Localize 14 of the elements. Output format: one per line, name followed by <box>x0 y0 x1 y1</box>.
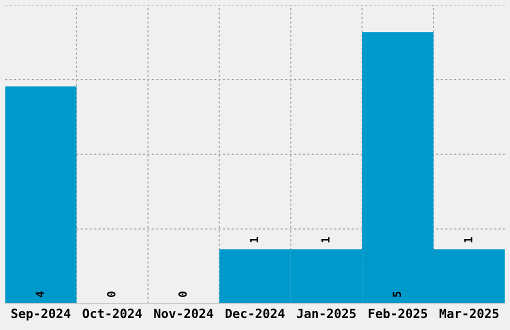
data-label: 1 <box>321 237 330 242</box>
x-tick-label: Oct-2024 <box>82 308 142 318</box>
x-tick-label: Feb-2025 <box>368 308 428 318</box>
data-label: 0 <box>178 292 187 297</box>
x-tick-label: Nov-2024 <box>154 308 214 318</box>
x-tick-label: Sep-2024 <box>11 308 70 321</box>
data-label: 1 <box>250 237 258 242</box>
x-tick-label: Mar-2025 <box>440 308 498 318</box>
data-label: 5 <box>392 292 402 297</box>
data-label: 4 <box>36 291 44 298</box>
data-label: 1 <box>464 237 472 242</box>
data-label: 0 <box>107 292 116 297</box>
x-tick-label: Dec-2024 <box>226 308 285 318</box>
x-tick-label: Jan-2025 <box>296 308 356 318</box>
